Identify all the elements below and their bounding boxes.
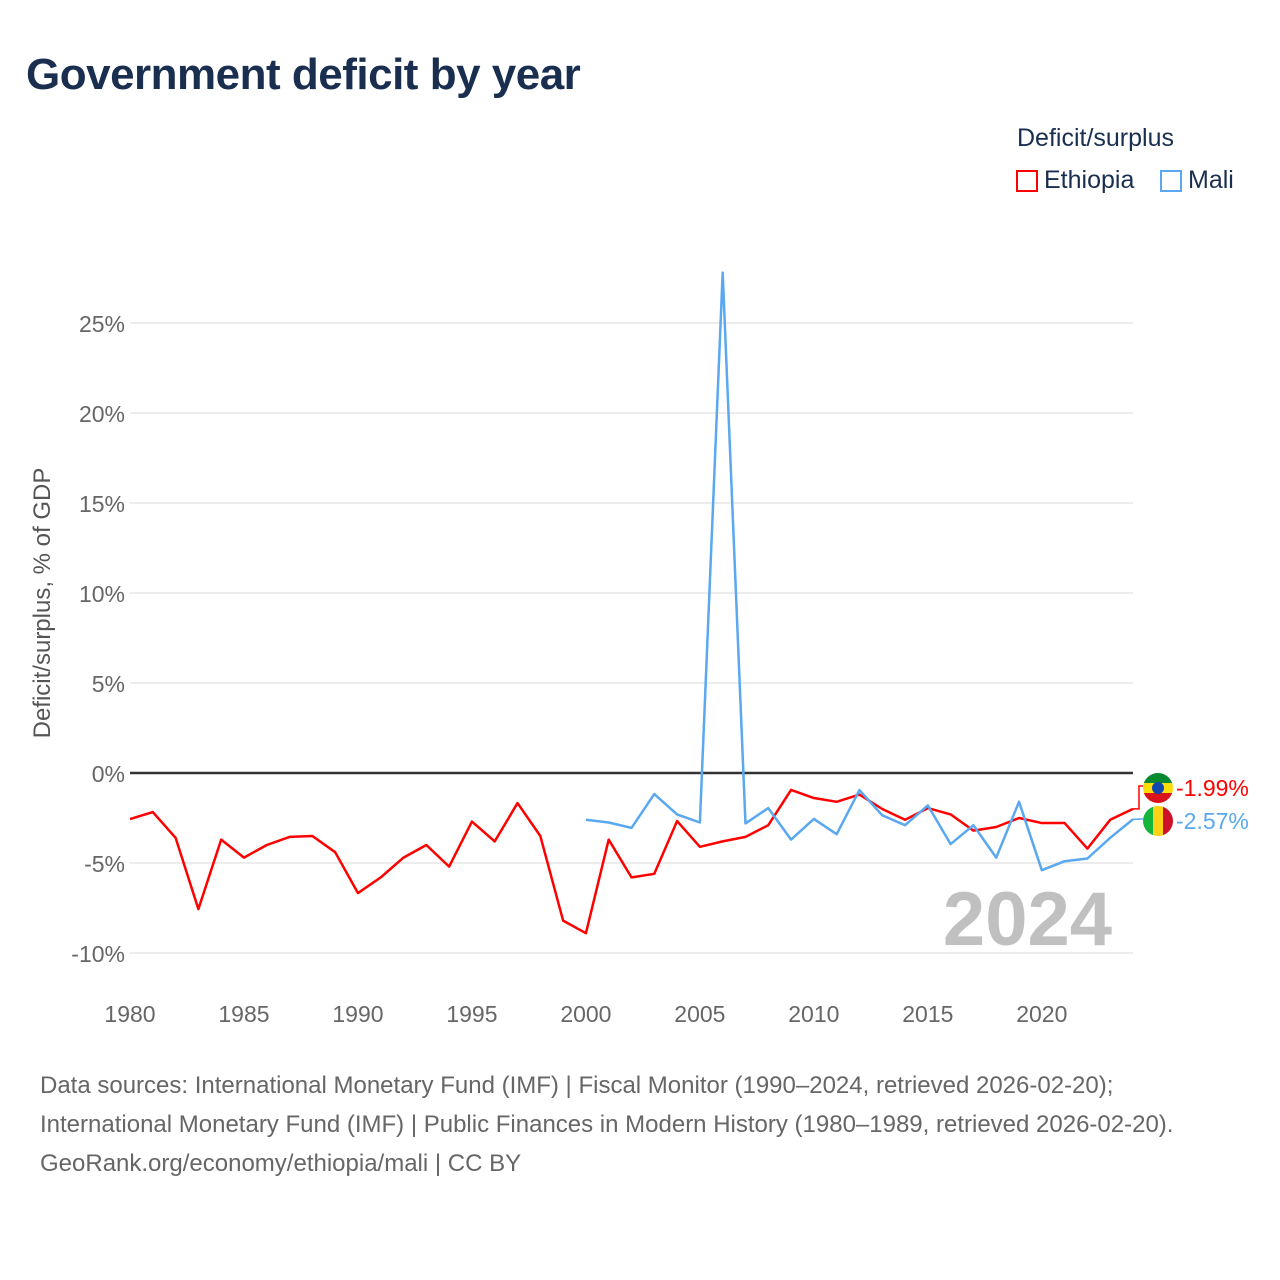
end-connector	[1133, 785, 1143, 810]
x-tick-label: 1980	[104, 1001, 155, 1027]
y-tick-label: 0%	[92, 761, 125, 787]
series-line-ethiopia	[129, 788, 1134, 935]
y-tick-label: 20%	[79, 401, 125, 427]
y-tick-label: 15%	[79, 491, 125, 517]
x-tick-label: 2000	[560, 1001, 611, 1027]
flag-stripe	[1163, 806, 1173, 836]
legend-item-mali[interactable]: Mali	[1160, 166, 1234, 195]
x-tick-label: 2005	[674, 1001, 725, 1027]
flag-icon-mali	[1143, 806, 1173, 836]
y-tick-label: -10%	[71, 941, 125, 967]
y-tick-label: 25%	[79, 311, 125, 337]
flag-body	[1143, 806, 1173, 836]
flag-emblem	[1152, 782, 1164, 794]
end-value-label: -2.57%	[1176, 808, 1249, 834]
flag-body	[1143, 773, 1173, 803]
flag-stripe	[1143, 773, 1173, 783]
series-line-mali	[585, 271, 1134, 872]
x-tick-label: 2020	[1016, 1001, 1067, 1027]
data-sources: Data sources: International Monetary Fun…	[40, 1072, 1174, 1138]
x-tick-label: 2010	[788, 1001, 839, 1027]
flag-icon-ethiopia	[1143, 773, 1173, 803]
end-value-label: -1.99%	[1176, 775, 1249, 801]
chart-title: Government deficit by year	[26, 50, 581, 99]
legend-item-ethiopia[interactable]: Ethiopia	[1016, 166, 1134, 195]
legend-label: Ethiopia	[1044, 166, 1135, 194]
legend-title: Deficit/surplus	[1017, 124, 1174, 152]
legend-swatch-mali	[1160, 169, 1182, 192]
year-watermark: 2024	[943, 877, 1112, 962]
y-axis-label: Deficit/surplus, % of GDP	[29, 468, 56, 739]
credit-link[interactable]: GeoRank.org/economy/ethiopia/mali | CC B…	[40, 1150, 522, 1177]
legend-swatch-ethiopia	[1016, 169, 1038, 192]
line-chart: -10% -5% 0% 5% 10% 15% 20% 25% 1980 1985 1990 1995 2…	[29, 271, 1249, 1027]
legend-label: Mali	[1188, 166, 1234, 194]
y-tick-label: 5%	[92, 671, 125, 697]
x-tick-label: 1985	[218, 1001, 269, 1027]
x-tick-label: 1990	[332, 1001, 383, 1027]
flag-stripe	[1143, 806, 1153, 836]
y-tick-label: -5%	[84, 851, 125, 877]
x-tick-label: 2015	[902, 1001, 953, 1027]
flag-stripe	[1153, 806, 1163, 836]
x-tick-label: 1995	[446, 1001, 497, 1027]
flag-stripe	[1143, 793, 1173, 803]
footer: Data sources: International Monetary Fun…	[40, 1066, 1240, 1183]
y-tick-label: 10%	[79, 581, 125, 607]
